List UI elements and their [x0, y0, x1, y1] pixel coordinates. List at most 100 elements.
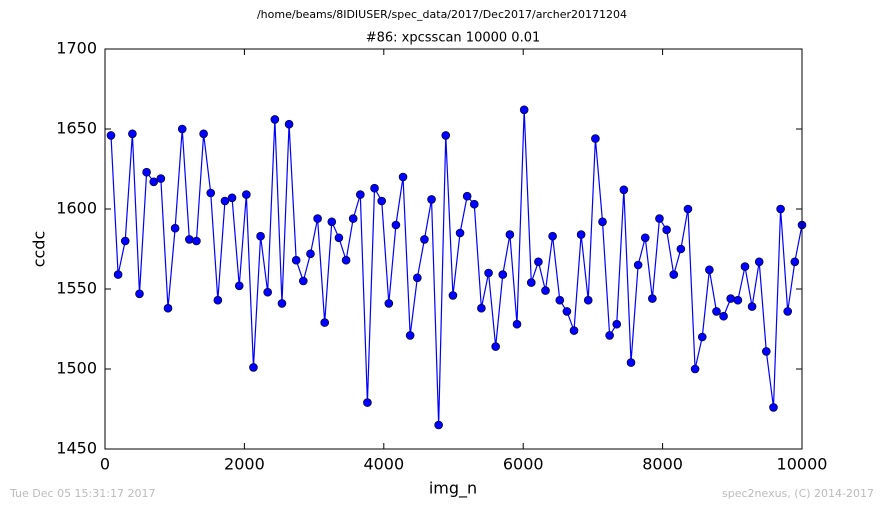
- data-point: [128, 129, 137, 139]
- data-point: [740, 262, 750, 271]
- data-point: [455, 228, 465, 238]
- data-point: [726, 294, 735, 303]
- data-point: [448, 291, 458, 300]
- data-point: [192, 236, 201, 246]
- data-point: [612, 319, 622, 329]
- data-point: [234, 281, 244, 291]
- data-point: [633, 260, 643, 270]
- data-point: [605, 331, 614, 340]
- data-point: [341, 255, 351, 265]
- data-point: [484, 268, 493, 278]
- data-point: [491, 342, 500, 351]
- data-point: [676, 244, 686, 254]
- data-point: [170, 223, 180, 233]
- plot-frame: [104, 48, 803, 450]
- data-point: [762, 347, 771, 356]
- data-point: [370, 183, 379, 193]
- data-point: [199, 129, 208, 139]
- data-point: [776, 204, 785, 214]
- data-point: [690, 364, 700, 374]
- x-tick-label: 6000: [503, 455, 544, 474]
- data-point: [697, 332, 707, 342]
- data-point: [220, 196, 230, 206]
- data-point: [712, 307, 721, 316]
- data-point: [377, 196, 387, 206]
- data-point: [135, 289, 144, 299]
- data-point: [619, 185, 629, 195]
- data-point: [640, 233, 650, 243]
- data-point: [291, 255, 301, 265]
- data-point: [120, 236, 130, 246]
- y-axis-label: ccdc: [30, 231, 49, 268]
- data-point: [413, 273, 422, 283]
- data-point: [747, 302, 757, 311]
- data-point: [754, 257, 764, 267]
- data-point: [270, 115, 280, 124]
- data-point: [655, 214, 664, 223]
- data-point: [534, 257, 543, 267]
- data-point: [555, 295, 565, 305]
- data-point: [583, 295, 593, 305]
- data-point: [348, 214, 358, 223]
- y-tick-label: 1600: [56, 199, 97, 218]
- data-point: [441, 131, 451, 140]
- data-point: [526, 278, 536, 287]
- data-point: [576, 230, 586, 239]
- data-point: [512, 319, 522, 329]
- data-point: [648, 294, 657, 303]
- x-tick-label: 2000: [224, 455, 265, 474]
- data-point: [263, 287, 272, 297]
- data-point: [434, 420, 443, 430]
- data-point: [142, 167, 151, 177]
- data-point: [327, 217, 337, 227]
- data-point: [769, 403, 778, 412]
- data-point: [277, 299, 287, 308]
- data-point: [227, 193, 237, 203]
- data-point: [626, 358, 636, 367]
- data-point: [113, 270, 123, 279]
- data-point: [498, 270, 508, 279]
- data-point: [683, 204, 693, 214]
- data-point: [398, 172, 408, 182]
- data-point: [356, 190, 365, 199]
- x-tick-label: 4000: [363, 455, 404, 474]
- data-point: [320, 318, 329, 327]
- data-point: [469, 199, 479, 209]
- data-point: [384, 299, 394, 308]
- data-point: [662, 225, 671, 235]
- x-axis-label: img_n: [429, 479, 477, 499]
- data-point: [505, 230, 515, 239]
- data-point: [249, 363, 258, 372]
- data-point: [313, 214, 322, 223]
- data-point: [591, 134, 600, 143]
- y-tick-label: 1500: [56, 359, 97, 378]
- suptitle: /home/beams/8IDIUSER/spec_data/2017/Dec2…: [257, 8, 627, 21]
- data-point: [284, 119, 294, 129]
- data-point: [519, 105, 529, 115]
- data-point: [298, 276, 308, 286]
- data-point: [185, 235, 194, 244]
- data-point: [149, 177, 159, 187]
- x-tick-label: 10000: [777, 455, 828, 474]
- data-point: [427, 195, 436, 204]
- data-point: [790, 257, 800, 267]
- data-point: [705, 265, 714, 275]
- footer-right: spec2nexus, (C) 2014-2017: [722, 487, 874, 500]
- data-point: [391, 220, 401, 230]
- data-point: [177, 124, 187, 134]
- chart-title: #86: xpcsscan 10000 0.01: [366, 31, 541, 46]
- y-tick-label: 1700: [56, 39, 97, 58]
- data-point: [213, 295, 223, 305]
- data-point: [669, 270, 679, 279]
- data-point: [548, 231, 557, 241]
- data-point: [562, 307, 572, 316]
- data-point: [242, 190, 251, 199]
- data-point: [733, 295, 743, 305]
- data-point: [106, 131, 116, 140]
- data-point: [783, 307, 793, 316]
- data-point: [363, 398, 372, 407]
- data-point: [156, 174, 166, 183]
- y-tick-label: 1550: [56, 279, 97, 298]
- data-point: [598, 217, 607, 227]
